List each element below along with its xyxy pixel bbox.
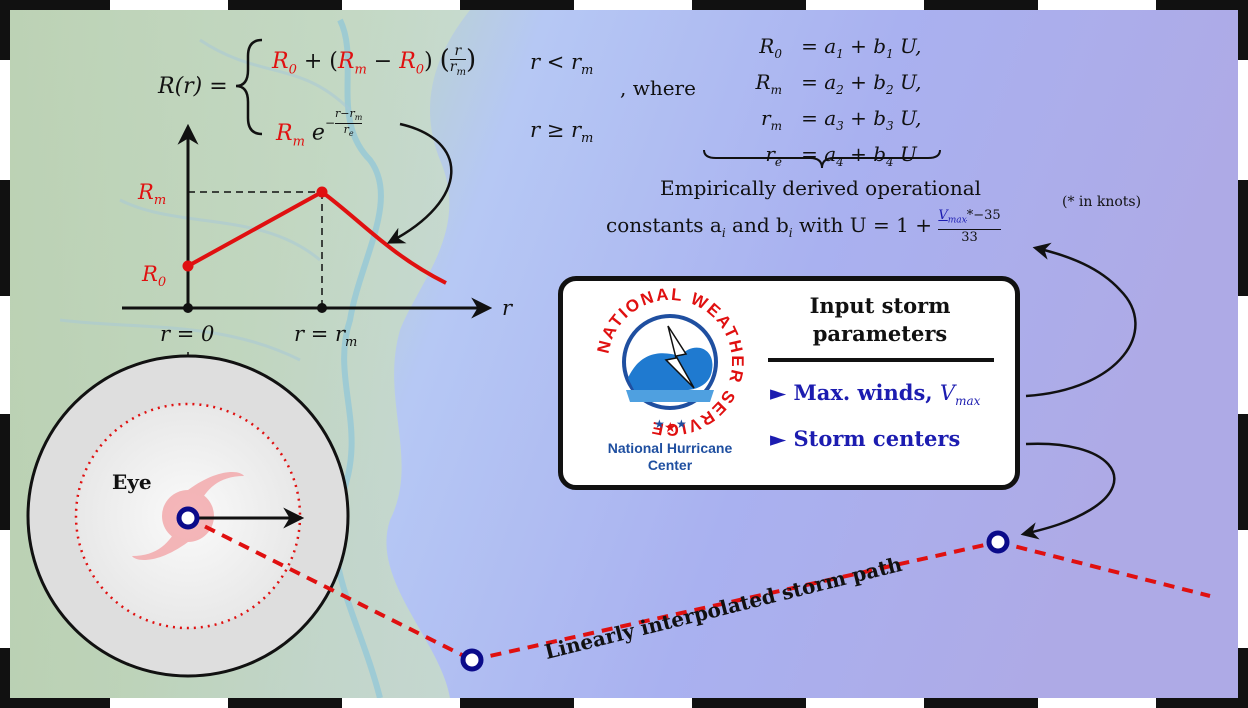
equation-case2: Rm e− r−rm re bbox=[276, 107, 363, 149]
equation-where: , where bbox=[620, 76, 696, 100]
x-tick-zero: r = 0 bbox=[160, 322, 215, 346]
path-segment-1 bbox=[187, 516, 473, 662]
nws-logo: NATIONAL WEATHER SERVICE ★ ★ ★ bbox=[594, 285, 746, 439]
winds-arrow bbox=[1025, 242, 1137, 398]
card-title: Input storm parameters bbox=[809, 293, 951, 346]
origin-point bbox=[183, 303, 193, 313]
decay-arrow bbox=[386, 122, 453, 244]
rm-tick-point bbox=[317, 303, 327, 313]
equation-case1: R0 + (Rm − R0) (r rm) bbox=[272, 43, 477, 78]
constant-row-r0: R0 = a1 + b1 U, bbox=[759, 34, 922, 61]
rm-point bbox=[316, 186, 328, 198]
storm-path bbox=[176, 506, 1211, 672]
max-winds-item: ► Max. winds, Vmax bbox=[770, 380, 981, 409]
y-label-rm: Rm bbox=[138, 180, 167, 209]
constants-brace bbox=[703, 149, 941, 169]
y-label-r0: R0 bbox=[142, 262, 167, 291]
constants-note-line1: Empirically derived operational bbox=[660, 176, 982, 200]
constant-row-rm-small: rm = a3 + b3 U, bbox=[761, 106, 922, 133]
card-divider bbox=[768, 358, 994, 362]
r0-point bbox=[182, 260, 194, 272]
path-segment-2 bbox=[471, 540, 999, 662]
cloud-icon bbox=[628, 347, 713, 391]
constants-note-line2: constants ai and bi with U = 1 + Vmax*−3… bbox=[606, 208, 1001, 245]
nhc-caption: National Hurricane Center bbox=[607, 440, 733, 473]
centers-arrow bbox=[1020, 442, 1116, 540]
constants-block: R0 = a1 + b1 U, Rm = a2 + b2 U, rm = a3 … bbox=[724, 32, 922, 176]
storm-center-node-1 bbox=[176, 506, 200, 530]
constant-row-re: re = a4 + b4 U bbox=[765, 142, 917, 169]
constant-row-rm: Rm = a2 + b2 U, bbox=[755, 70, 922, 97]
knots-note: (* in knots) bbox=[1062, 194, 1142, 210]
eye-label: Eye bbox=[112, 470, 152, 494]
equation-case2-condition: r ≥ rm bbox=[530, 118, 594, 147]
equation-lhs: R(r) = bbox=[158, 74, 228, 99]
svg-text:★: ★ bbox=[654, 417, 665, 431]
x-tick-rm: r = rm bbox=[294, 322, 358, 351]
storm-center-node-2 bbox=[460, 648, 484, 672]
equation-case1-condition: r < rm bbox=[530, 50, 594, 79]
storm-center-node-3 bbox=[986, 530, 1010, 554]
radius-profile-graph bbox=[122, 122, 493, 516]
x-axis-label: r bbox=[502, 296, 513, 320]
svg-text:★: ★ bbox=[676, 417, 687, 431]
radius-profile-curve bbox=[187, 189, 447, 285]
storm-centers-item: ► Storm centers bbox=[770, 426, 961, 451]
lightning-bolt-icon bbox=[664, 325, 695, 389]
svg-text:★: ★ bbox=[664, 420, 677, 436]
piecewise-brace bbox=[235, 38, 263, 136]
